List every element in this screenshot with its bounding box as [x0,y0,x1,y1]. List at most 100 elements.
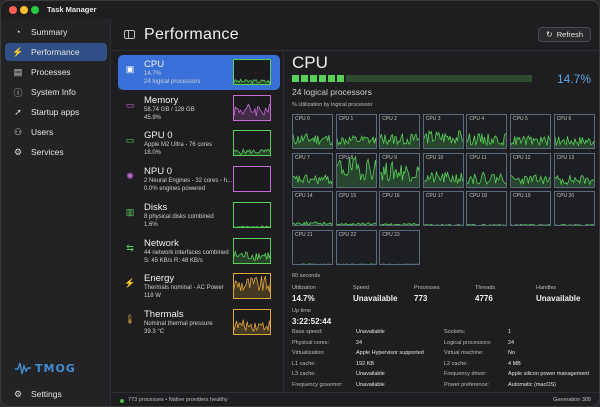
detail-row: Virtual machine: No [444,350,515,356]
core-graph-3: CPU 3 [422,114,464,149]
zoom-window-button[interactable] [31,6,39,14]
detail-label: L1 cache: [292,360,316,367]
detail-row: L1 cache: 192 KB [292,360,374,367]
resource-name: Energy [144,273,175,285]
resource-sparkline [233,308,271,335]
resource-item-network[interactable]: ⇆ Network 44 network interfaces combined S:… [118,234,280,269]
core-graph-19: CPU 19 [510,191,551,226]
detail-label: L2 cache: [444,360,468,367]
detail-row: L2 cache: 4 MB [444,360,521,367]
sidebar-item-label: Startup apps [31,107,80,117]
resource-value: 118 W [144,293,161,300]
stat-label: Handles [536,285,557,291]
resource-detail: 14.7% [144,71,162,77]
refresh-button[interactable]: ↻ Refresh [538,27,591,42]
minimize-window-button[interactable] [20,6,28,14]
resource-name: GPU 0 [144,130,173,142]
stat-label: Threads [475,285,496,291]
stat-value: 14.7% [292,294,315,303]
sidebar-item-system-info[interactable]: ⓘ System Info [5,83,107,101]
stat-label: Processes [414,285,440,291]
sidebar-item-startup-apps[interactable]: ➚ Startup apps [5,103,107,121]
resource-name: Thermals [144,308,184,320]
resource-detail: 58.74 GB / 128 GB [144,106,195,113]
resource-value: S: 45 KB/s R: 48 KB/s [144,257,203,264]
core-label: CPU 23 [382,231,400,238]
core-label: CPU 5 [513,116,528,122]
resource-sparkline [233,59,271,85]
stat-threads: Threads 4776 [475,285,495,303]
resource-value: 39.3 °C [144,328,165,335]
detail-label: Virtual machine: [444,350,484,356]
sidebar: ◔ Summary ⚡ Performance ▤ Processes ⓘ System In… [1,19,111,406]
stat-handles: Handles Unavailable [536,285,580,303]
core-graph-13: CPU 13 [553,152,595,188]
cpu-stats: Utilization 14.7% Speed Unavailable Processe… [292,285,596,315]
detail-value: No [508,350,516,356]
detail-value: Apple silicon power management [508,371,590,377]
stat-label: Speed [353,285,369,291]
sidebar-item-users[interactable]: ⚇ Users [5,123,107,141]
generation-text: Generation 388 [553,397,591,403]
time-window-label: 60 seconds [292,273,321,279]
core-label: CPU 6 [556,116,572,122]
core-graph-15: CPU 15 [335,191,377,226]
uptime-value: 3:22:52:44 [292,317,332,326]
cpu-usage-bar [292,75,532,82]
resource-item-cpu[interactable]: ▣ CPU 14.7% 24 logical processors [118,55,280,90]
resource-sparkline [233,273,271,300]
core-label: CPU 13 [556,154,575,161]
sidebar-item-label: Summary [31,27,68,37]
core-label: CPU 20 [556,193,575,199]
core-label: CPU 15 [338,193,357,199]
core-label: CPU 9 [382,154,397,161]
detail-row: Logical processors: 24 [444,340,514,346]
resource-item-energy[interactable]: ⚡ Energy Thermals nominal - AC Power 118 W [118,269,280,304]
sidebar-item-services[interactable]: ⚙ Services [5,143,107,161]
resource-item-memory[interactable]: ▭ Memory 58.74 GB / 128 GB 45.9% [118,91,280,126]
core-graph-22: CPU 22 [335,229,377,265]
resource-item-disks[interactable]: ▥ Disks 8 physical disks combined 1.6% [118,198,280,233]
core-graph-20: CPU 20 [553,191,595,226]
memory-icon: ▭ [125,99,135,110]
detail-label: Physical cores: [292,339,329,346]
logo-text: TMOG [35,361,76,375]
sidebar-item-performance[interactable]: ⚡ Performance [5,43,107,61]
resource-detail: Thermals nominal - AC Power [144,285,224,292]
detail-label: Sockets: [444,329,466,335]
cpu-subtitle: 24 logical processors [292,87,372,97]
settings-button[interactable]: ⚙ Settings [5,386,107,402]
core-graph-1: CPU 1 [335,114,377,149]
detail-label: Frequency governor: [292,381,343,388]
resource-name: Network [144,237,179,249]
resource-sparkline [233,201,271,228]
resource-item-gpu-0[interactable]: ▭ GPU 0 Apple M2 Ultra - 76 cores 18.0% [118,126,280,161]
core-graph-8: CPU 8 [335,152,377,188]
sidebar-item-processes[interactable]: ▤ Processes [5,63,107,81]
sidebar-toggle-icon[interactable] [124,30,135,39]
resource-sparkline [233,130,271,157]
status-ok-icon [120,399,124,403]
resource-name: CPU [144,59,165,70]
resource-detail: Nominal thermal pressure [144,320,213,327]
sidebar-item-summary[interactable]: ◔ Summary [5,23,107,41]
core-label: CPU 21 [295,231,313,238]
network-icon: ⇆ [126,242,134,253]
core-graph-23: CPU 23 [379,229,421,265]
core-label: CPU 14 [295,193,313,199]
detail-row: Sockets: 1 [444,329,511,335]
core-graph-0: CPU 0 [292,114,333,149]
resource-item-thermals[interactable]: 🌡 Thermals Nominal thermal pressure 39.3 °C [118,305,280,340]
detail-value: 1 [508,329,512,335]
brain-icon: ✺ [126,171,134,182]
core-graph-grid: CPU 0 CPU 1 CPU 2 CPU 3 CPU 4 CPU 5 CPU 6 CPU 7… [292,114,596,274]
detail-row: Base speed: Unavailable [292,329,385,335]
core-graph-12: CPU 12 [510,152,551,188]
core-graph-18: CPU 18 [466,191,508,226]
sidebar-item-label: Performance [31,47,80,57]
disk-icon: ▥ [125,206,135,217]
close-window-button[interactable] [9,6,17,14]
cpu-title: CPU [292,53,328,72]
